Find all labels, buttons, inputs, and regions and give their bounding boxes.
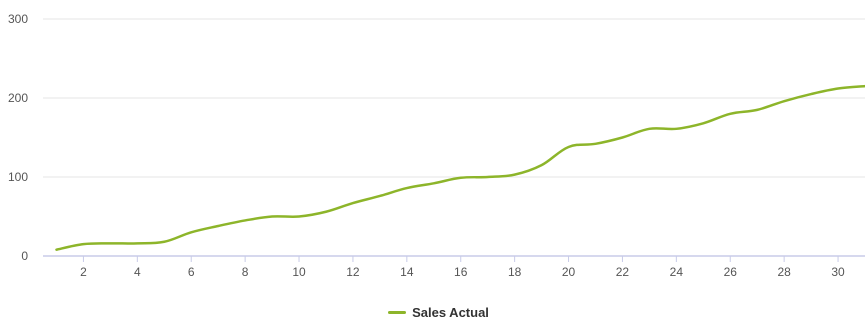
y-tick-label: 100 bbox=[8, 170, 28, 184]
x-tick-label: 6 bbox=[188, 265, 195, 279]
legend-item-series[interactable]: Sales Actual bbox=[376, 305, 489, 320]
y-tick-label: 0 bbox=[21, 249, 28, 263]
y-tick-label: 300 bbox=[8, 12, 28, 26]
series-line-0 bbox=[55, 84, 865, 251]
x-tick-label: 10 bbox=[292, 265, 306, 279]
chart-legend: Sales Actual bbox=[0, 302, 865, 320]
x-tick-label: 28 bbox=[777, 265, 791, 279]
y-tick-label: 200 bbox=[8, 91, 28, 105]
x-tick-label: 2 bbox=[80, 265, 87, 279]
x-tick-label: 8 bbox=[242, 265, 249, 279]
x-tick-label: 4 bbox=[134, 265, 141, 279]
x-tick-label: 12 bbox=[346, 265, 360, 279]
x-tick-label: 22 bbox=[616, 265, 630, 279]
x-tick-label: 30 bbox=[831, 265, 845, 279]
x-tick-label: 18 bbox=[508, 265, 522, 279]
x-tick-label: 20 bbox=[562, 265, 576, 279]
x-tick-label: 24 bbox=[670, 265, 684, 279]
x-tick-label: 14 bbox=[400, 265, 414, 279]
legend-swatch bbox=[388, 310, 407, 314]
x-tick-label: 16 bbox=[454, 265, 468, 279]
x-tick-label: 26 bbox=[724, 265, 738, 279]
legend-label: Sales Actual bbox=[412, 304, 489, 320]
